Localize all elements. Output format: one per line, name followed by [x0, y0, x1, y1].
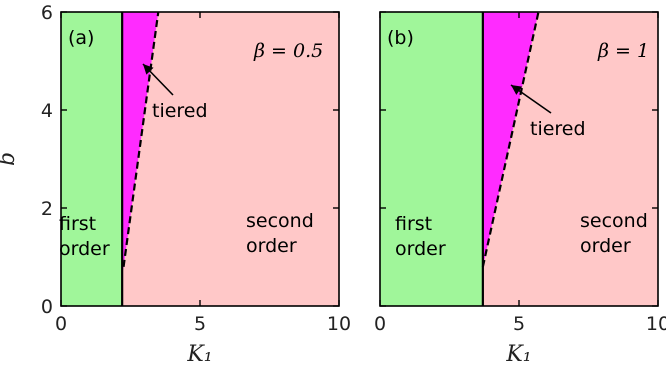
- panel-b-panel-label: (b): [387, 27, 414, 49]
- panel-a-ytick-label: 0: [41, 296, 53, 318]
- panel-a-second-order-label: second: [246, 210, 314, 232]
- panel-a-xtick-label: 10: [327, 313, 351, 335]
- panel-b-first-order-region: [380, 12, 483, 306]
- panel-b-tiered-label: tiered: [530, 118, 586, 140]
- panel-a-first-order-label: order: [59, 238, 110, 260]
- panel-b-xtick-label: 10: [646, 313, 666, 335]
- panel-a-xtick-label: 5: [194, 313, 206, 335]
- panel-b-xtick-label: 0: [374, 313, 386, 335]
- panel-a-panel-label: (a): [68, 27, 94, 49]
- panel-b-second-order-label: second: [580, 210, 648, 232]
- panel-a-first-order-label: first: [59, 213, 96, 235]
- panel-b-first-order-label: first: [395, 213, 432, 235]
- panel-a-ytick-label: 6: [41, 2, 53, 24]
- panel-b-chart: 0 5 10 K₁ (b) β = 1 first order second order tiere…: [374, 11, 666, 367]
- panel-b-xlabel: K₁: [505, 342, 531, 367]
- panel-a-ytick-label: 4: [41, 100, 53, 122]
- panel-a-xtick-label: 0: [55, 313, 67, 335]
- panel-a-first-order-region: [61, 12, 123, 306]
- panel-a-second-order-label: order: [246, 235, 297, 257]
- panel-a-xlabel: K₁: [186, 342, 212, 367]
- panel-b-xtick-label: 5: [513, 313, 525, 335]
- panel-b-beta-label: β = 1: [597, 40, 649, 62]
- panel-a-tiered-label: tiered: [152, 100, 208, 122]
- panel-a-ytick-label: 2: [41, 198, 53, 220]
- panel-a-ylabel: b: [0, 152, 20, 166]
- panel-a-second-order-boundary-line: [122, 11, 160, 267]
- panel-a-beta-label: β = 0.5: [253, 40, 323, 62]
- panel-b-tiered-arrow-head: [511, 85, 523, 95]
- panel-a-chart: 0 5 10 0 2 4 6 K₁ b (a) β = 0.5 first order second ord…: [0, 2, 351, 367]
- panel-a-tiered-arrow-head: [143, 64, 154, 75]
- panel-b-first-order-label: order: [395, 238, 446, 260]
- panel-b-tiered-region: [482, 12, 539, 267]
- panel-b-second-order-label: order: [580, 235, 631, 257]
